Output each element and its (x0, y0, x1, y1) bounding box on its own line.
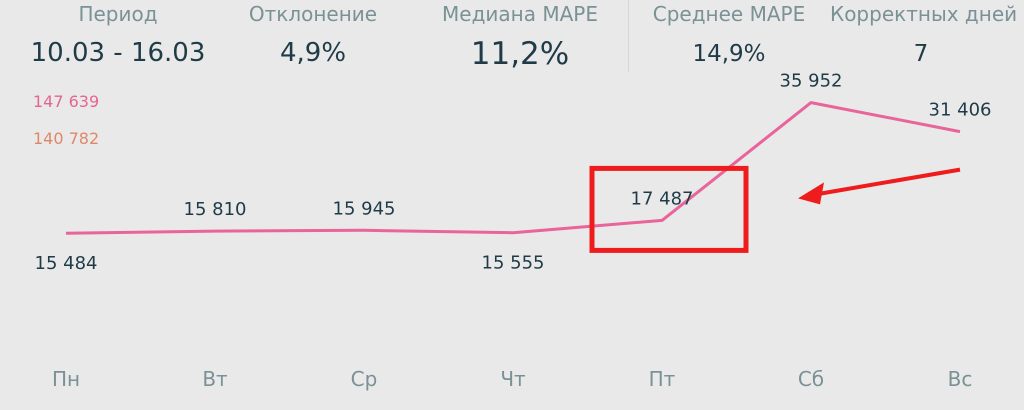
kpi-correct-days: Корректных дней 7 (830, 0, 1018, 90)
kpi-deviation-value: 4,9% (279, 38, 347, 68)
data-label: 15 555 (482, 253, 545, 274)
annotation-arrowhead (798, 182, 824, 205)
kpi-correct-days-value: 7 (913, 41, 929, 67)
kpi-median-mape-value: 11,2% (470, 36, 570, 72)
kpi-median-mape-label: Медиана MAPE (442, 2, 598, 26)
kpi-row: Период 10.03 - 16.03 Отклонение 4,9% Мед… (0, 0, 1024, 90)
data-label: 31 406 (929, 100, 992, 121)
x-tick-label: Сб (798, 367, 824, 391)
data-label: 35 952 (780, 71, 843, 92)
kpi-median-mape: Медиана MAPE 11,2% (430, 0, 610, 90)
kpi-period-label: Период (78, 2, 158, 26)
data-label: 15 484 (35, 253, 98, 274)
kpi-correct-days-label: Корректных дней (830, 2, 1018, 26)
kpi-deviation-label: Отклонение (248, 2, 378, 26)
kpi-period: Период 10.03 - 16.03 (30, 0, 206, 90)
highlight-box (589, 165, 749, 253)
kpi-mean-mape: Среднее MAPE 14,9% (645, 0, 813, 90)
x-tick-label: Пн (52, 367, 80, 391)
annotation-arrow (815, 167, 961, 197)
total-forecast: 140 782 (33, 129, 100, 148)
kpi-divider (628, 0, 629, 72)
x-tick-label: Ср (351, 367, 378, 391)
x-tick-label: Вс (948, 367, 973, 391)
total-actual: 147 639 (33, 92, 100, 111)
kpi-mean-mape-value: 14,9% (692, 41, 766, 67)
data-label: 17 487 (631, 188, 694, 209)
data-label: 15 945 (333, 198, 396, 219)
x-tick-label: Пт (649, 367, 676, 391)
kpi-deviation: Отклонение 4,9% (238, 0, 388, 90)
kpi-mean-mape-label: Среднее MAPE (652, 2, 806, 26)
x-tick-label: Чт (500, 367, 526, 391)
x-tick-label: Вт (202, 367, 228, 391)
kpi-period-value: 10.03 - 16.03 (30, 38, 206, 68)
series-line (65, 101, 961, 235)
data-label: 15 810 (184, 199, 247, 220)
